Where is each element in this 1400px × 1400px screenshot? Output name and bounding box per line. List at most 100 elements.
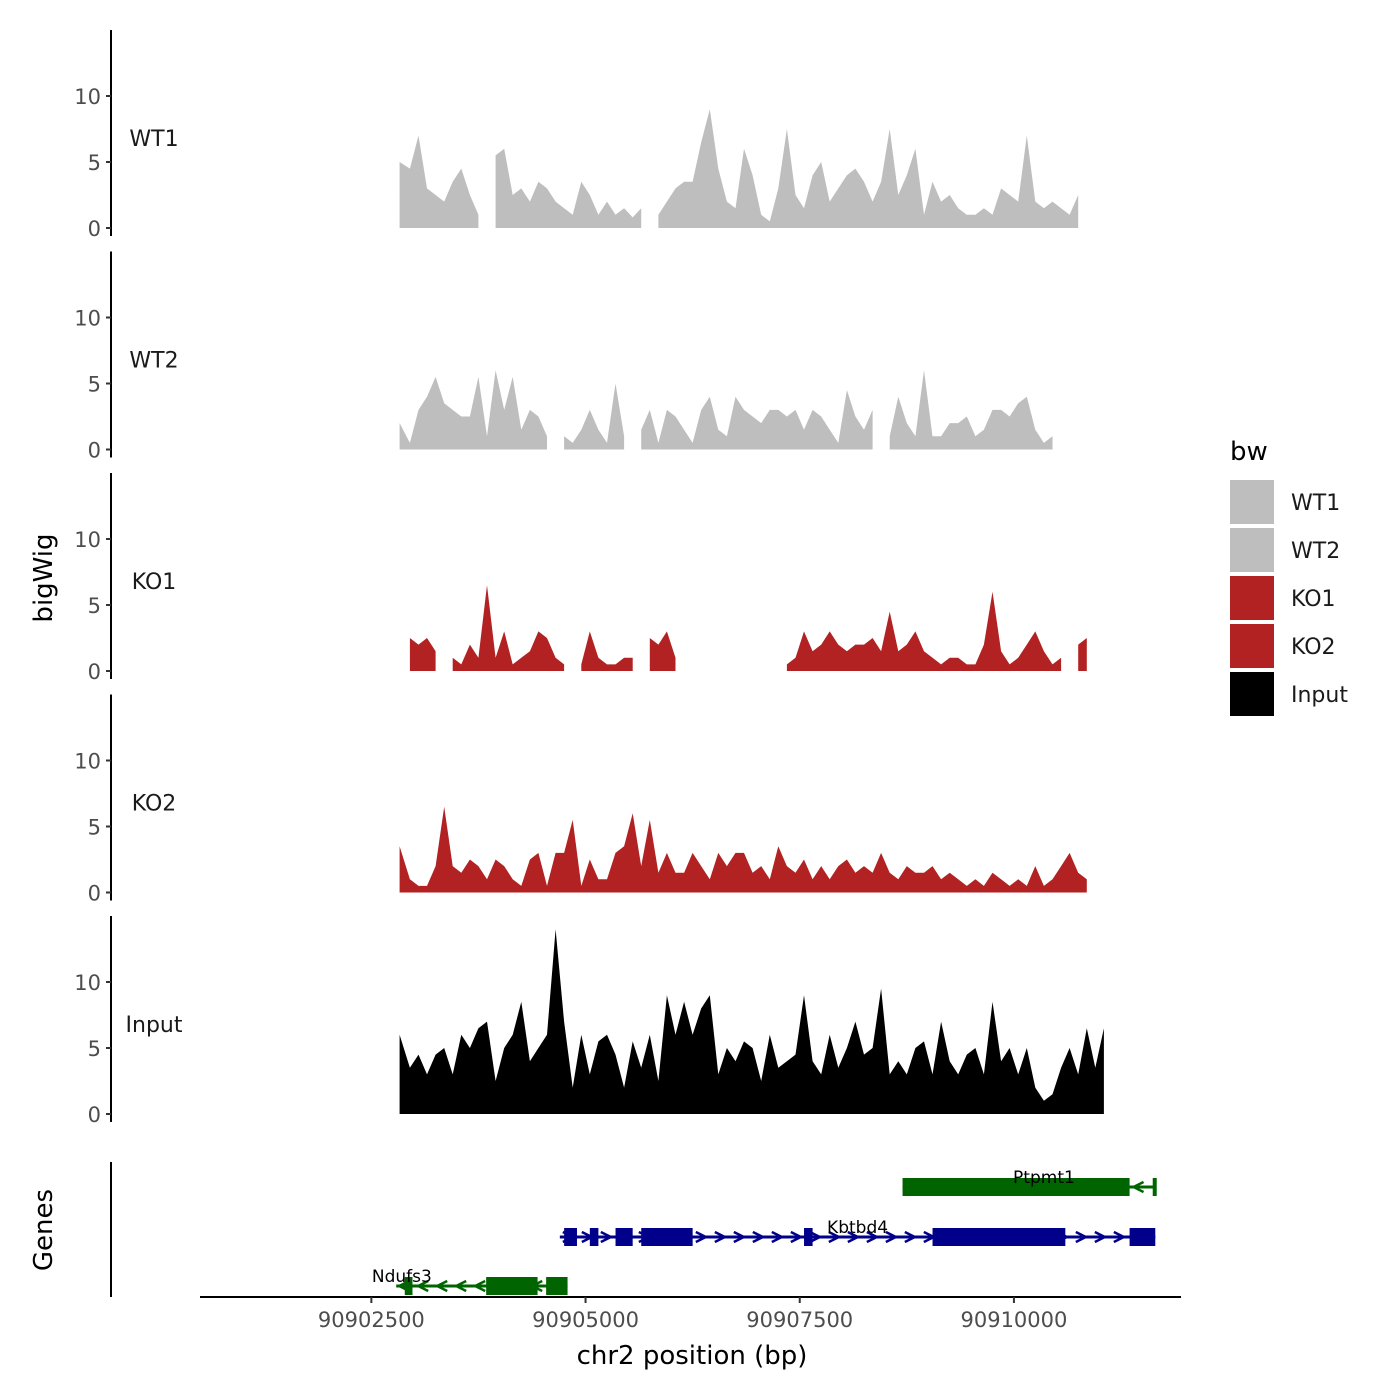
coverage-area-wt1 <box>495 148 642 228</box>
genes-axis-title: Genes <box>29 1189 59 1271</box>
gene-exon <box>932 1228 1066 1246</box>
panel-ko2: 0 5 10 KO2 <box>74 694 1087 906</box>
coverage-area-ko1 <box>581 631 633 671</box>
legend-item-ko1: KO1 <box>1230 576 1336 620</box>
x-tick-label: 90905000 <box>532 1308 639 1332</box>
y-tick-label: 0 <box>88 217 101 241</box>
strand-arrow-icon <box>885 1230 899 1244</box>
x-tick-label: 90907500 <box>746 1308 853 1332</box>
coverage-area-wt2 <box>399 370 547 450</box>
legend-swatch <box>1230 528 1274 572</box>
legend-label: KO2 <box>1291 635 1336 660</box>
y-tick-label: 0 <box>88 1103 101 1127</box>
strand-arrow-icon <box>847 1230 861 1244</box>
gene-exon <box>804 1228 813 1246</box>
strand-arrow-icon <box>1130 1180 1145 1194</box>
legend-swatch <box>1230 672 1274 716</box>
coverage-area-wt1 <box>658 109 1079 228</box>
track-label: WT1 <box>129 127 178 152</box>
strand-arrow-icon <box>714 1230 728 1244</box>
strand-arrow-icon <box>695 1230 709 1244</box>
gene-exon <box>589 1228 599 1246</box>
coverage-area-ko1 <box>1078 638 1087 671</box>
gene-ptpmt1: Ptpmt1 <box>902 1168 1157 1196</box>
strand-arrow-icon <box>415 1279 429 1293</box>
legend-label: KO1 <box>1291 587 1336 612</box>
coverage-area-wt2 <box>889 370 1053 450</box>
x-axis-title: chr2 position (bp) <box>577 1341 808 1371</box>
gene-ndufs3: Ndufs3 <box>372 1267 568 1295</box>
strand-arrow-icon <box>1075 1230 1089 1244</box>
track-label: KO2 <box>132 792 177 817</box>
strand-arrow-icon <box>752 1230 766 1244</box>
y-tick-label: 10 <box>74 528 101 552</box>
y-tick-label: 5 <box>88 816 101 840</box>
legend-swatch <box>1230 576 1274 620</box>
gene-exon <box>615 1228 633 1246</box>
coverage-area-wt1 <box>399 135 479 228</box>
gene-exon <box>564 1228 577 1246</box>
legend-item-input: Input <box>1230 672 1348 716</box>
x-axis: 90902500 90905000 90907500 90910000 <box>200 1296 1181 1332</box>
x-tick-label: 90910000 <box>960 1308 1067 1332</box>
gene-exon <box>1129 1228 1156 1246</box>
y-tick-label: 0 <box>88 882 101 906</box>
legend-item-wt2: WT2 <box>1230 528 1340 572</box>
coverage-area-ko2 <box>399 806 1087 893</box>
strand-arrow-icon <box>434 1279 448 1293</box>
y-tick-label: 10 <box>74 85 101 109</box>
strand-arrow-icon <box>828 1230 842 1244</box>
coverage-area-ko1 <box>786 591 1062 671</box>
gene-label: Ndufs3 <box>372 1267 432 1287</box>
gene-exon <box>1152 1178 1157 1196</box>
legend-label: Input <box>1291 683 1348 708</box>
strand-arrow-icon <box>453 1279 467 1293</box>
legend-items: WT1 WT2 KO1 KO2 Input <box>1230 480 1348 716</box>
coverage-area-wt2 <box>641 390 873 450</box>
gene-exon <box>641 1228 693 1246</box>
legend-swatch <box>1230 480 1274 524</box>
legend-item-wt1: WT1 <box>1230 480 1340 524</box>
strand-arrow-icon <box>809 1230 823 1244</box>
coverage-area-ko1 <box>649 631 676 671</box>
y-tick-label: 5 <box>88 1037 101 1061</box>
legend-swatch <box>1230 624 1274 668</box>
y-tick-label: 10 <box>74 971 101 995</box>
gene-exon <box>546 1277 568 1295</box>
gene-label: Kbtbd4 <box>827 1218 888 1238</box>
y-axis-title: bigWig <box>29 533 59 622</box>
coverage-area-ko1 <box>452 585 565 671</box>
panel-ko1: 0 5 10 KO1 <box>74 473 1087 684</box>
legend-label: WT1 <box>1291 491 1340 516</box>
panel-wt1: 0 5 10 WT1 <box>74 30 1079 241</box>
track-label: WT2 <box>129 349 178 374</box>
strand-arrow-icon <box>1094 1230 1108 1244</box>
x-tick-label: 90902500 <box>318 1308 425 1332</box>
y-tick-label: 5 <box>88 594 101 618</box>
strand-arrow-icon <box>904 1230 918 1244</box>
coverage-area-ko1 <box>409 638 436 671</box>
strand-arrow-icon <box>1113 1230 1127 1244</box>
y-tick-label: 0 <box>88 660 101 684</box>
y-tick-label: 5 <box>88 151 101 175</box>
gene-label: Ptpmt1 <box>1013 1168 1075 1188</box>
strand-arrow-icon <box>771 1230 785 1244</box>
gene-kbtbd4: Kbtbd4 <box>559 1218 1156 1246</box>
panel-wt2: 0 5 10 WT2 <box>74 251 1053 463</box>
legend-title: bw <box>1230 437 1268 467</box>
strand-arrow-icon <box>733 1230 747 1244</box>
y-tick-label: 10 <box>74 307 101 331</box>
y-tick-label: 0 <box>88 439 101 463</box>
y-tick-label: 5 <box>88 373 101 397</box>
track-label: KO1 <box>132 570 177 595</box>
strand-arrow-icon <box>472 1279 486 1293</box>
coverage-tracks: 0 5 10 WT1 0 5 10 WT2 0 5 10 KO1 0 5 10 KO2 0 5 10 Input <box>74 30 1104 1127</box>
track-label: Input <box>126 1013 183 1038</box>
y-tick-label: 10 <box>74 750 101 774</box>
strand-arrow-icon <box>790 1230 804 1244</box>
strand-arrow-icon <box>866 1230 880 1244</box>
legend: bw WT1 WT2 KO1 KO2 Input <box>1230 437 1348 716</box>
panel-input: 0 5 10 Input <box>74 916 1104 1127</box>
gene-exon <box>902 1178 1130 1196</box>
